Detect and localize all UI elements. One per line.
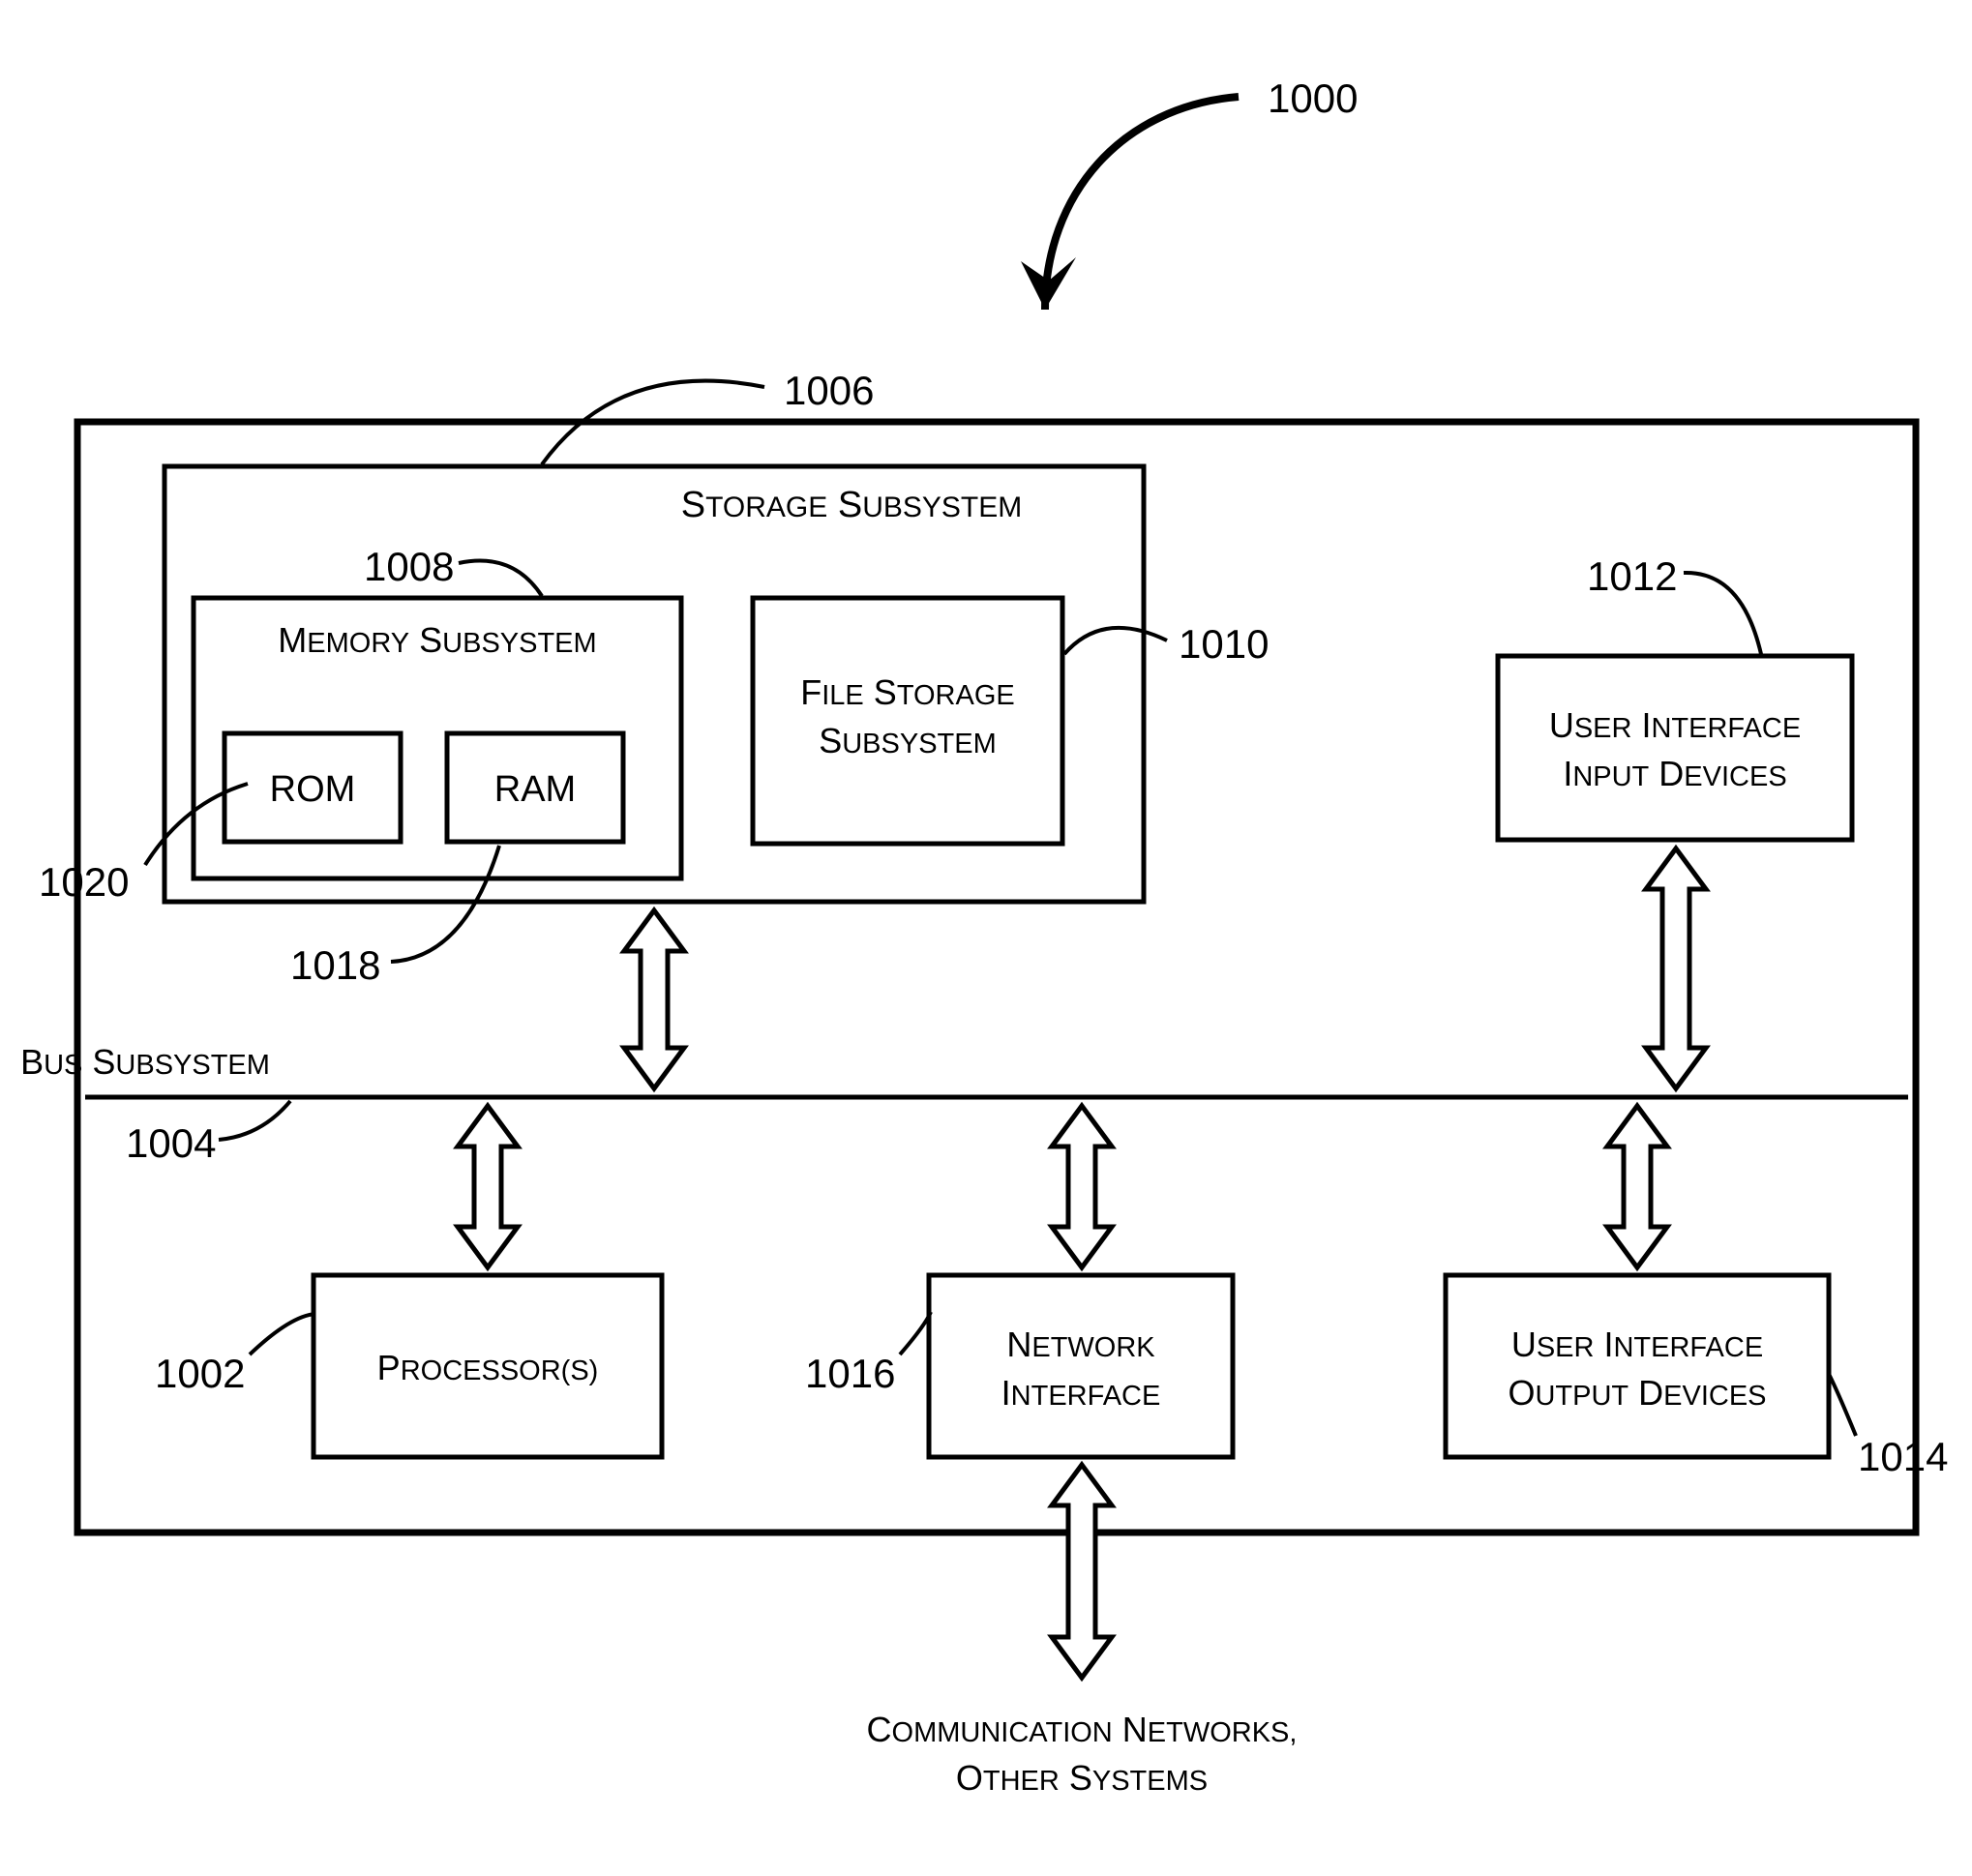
external-label-2: OTHER SYSTEMS <box>956 1758 1208 1798</box>
external-label-1: COMMUNICATION NETWORKS, <box>867 1710 1298 1749</box>
network-box <box>929 1275 1233 1457</box>
ref-1012: 1012 <box>1587 553 1677 599</box>
ref-1000: 1000 <box>1268 75 1358 121</box>
system-diagram: 1000STORAGE SUBSYSTEM1006MEMORY SUBSYSTE… <box>0 0 1972 1876</box>
ram-label: RAM <box>494 769 576 810</box>
storage-subsystem-label: STORAGE SUBSYSTEM <box>681 485 1022 525</box>
file-storage-box <box>753 598 1062 844</box>
ui-output-box <box>1446 1275 1829 1457</box>
ui-input-box <box>1498 656 1852 840</box>
ref-1014: 1014 <box>1858 1434 1948 1479</box>
ref-1000-arrow <box>1045 97 1239 310</box>
ref-1004: 1004 <box>126 1120 216 1166</box>
ref-1008: 1008 <box>364 544 454 589</box>
ref-1016: 1016 <box>805 1351 895 1396</box>
ref-1018: 1018 <box>290 942 380 988</box>
ref-1006: 1006 <box>784 368 874 413</box>
rom-label: ROM <box>270 769 356 810</box>
ref-1010: 1010 <box>1179 621 1269 667</box>
arrow-network-ext <box>1052 1465 1112 1678</box>
ref-1002: 1002 <box>155 1351 245 1396</box>
ref-1020: 1020 <box>39 859 129 905</box>
